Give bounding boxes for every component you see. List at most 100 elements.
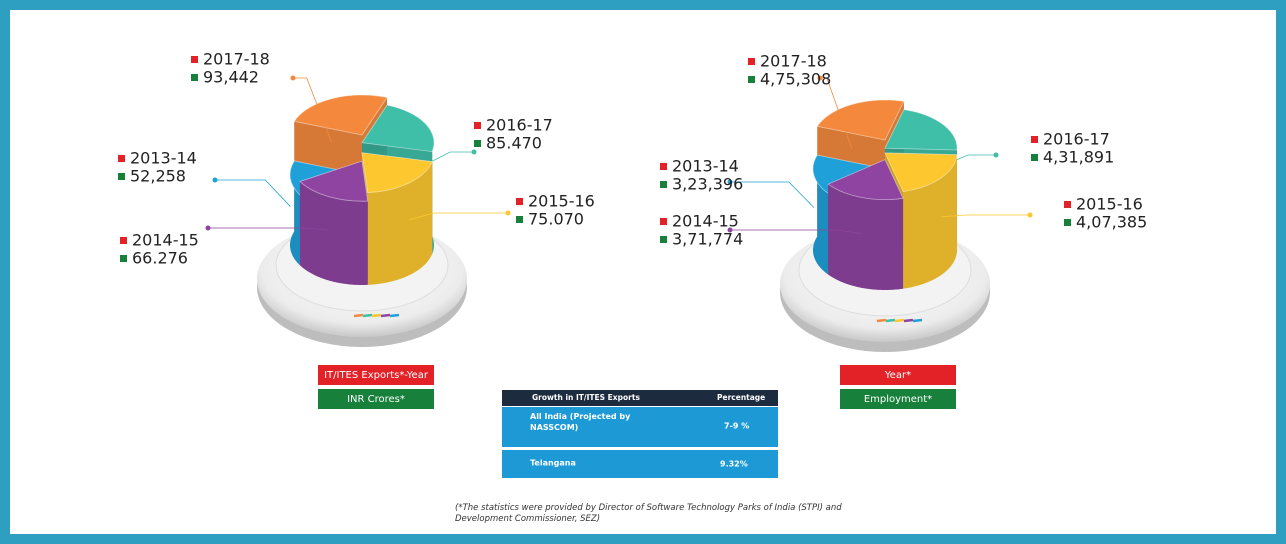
value-label: 4,31,891 <box>1043 148 1114 167</box>
swatch-line <box>353 313 364 318</box>
table-header-cell: Growth in IT/ITES Exports <box>532 393 640 402</box>
year-label: 2015-16 <box>528 192 595 211</box>
value-label: 66.276 <box>132 249 188 268</box>
unit-label: Employment* <box>864 394 932 405</box>
swatch-line <box>876 318 887 323</box>
leader-line <box>208 227 329 231</box>
year-marker <box>474 122 481 129</box>
value-marker <box>1064 219 1071 226</box>
value-marker <box>660 181 667 188</box>
leader-line <box>293 77 333 143</box>
slice-side <box>299 181 368 285</box>
year-label: 2013-14 <box>130 149 197 168</box>
value-label: 52,258 <box>130 167 186 186</box>
value-label: 3,71,774 <box>672 230 743 249</box>
leader-dot <box>1027 212 1033 218</box>
slice-top <box>827 159 904 200</box>
table-cell: Telangana <box>530 459 576 468</box>
table-row <box>502 450 778 478</box>
slice-top <box>361 152 433 193</box>
swatch-line <box>894 318 905 323</box>
legend-label: Year* <box>884 370 911 381</box>
year-label: 2014-15 <box>672 212 739 231</box>
swatch-line <box>885 318 896 323</box>
pie-slice <box>361 152 433 285</box>
unit-box <box>318 389 434 409</box>
leader-dot <box>505 210 511 216</box>
value-marker <box>118 173 125 180</box>
slice-side <box>828 184 904 290</box>
table-cell: All India (Projected by NASSCOM) <box>530 412 631 432</box>
legend-box <box>840 365 956 385</box>
pie-slice <box>299 160 369 285</box>
year-marker <box>1064 201 1071 208</box>
value-label: 75.070 <box>528 210 584 229</box>
slice-side <box>290 160 300 266</box>
value-label: 4,75,308 <box>760 70 831 89</box>
table-row <box>502 407 778 447</box>
value-marker <box>516 216 523 223</box>
legend-label: IT/ITES Exports*-Year <box>324 370 429 381</box>
value-label: 4,07,385 <box>1076 213 1147 232</box>
leader-line <box>408 212 508 221</box>
year-marker <box>516 198 523 205</box>
swatch-line <box>380 313 391 318</box>
slice-side <box>367 161 433 285</box>
table-header <box>502 390 778 406</box>
value-marker <box>191 74 198 81</box>
cell-wrap: All India (Projected by NASSCOM) <box>530 412 631 432</box>
year-marker <box>748 58 755 65</box>
year-label: 2013-14 <box>672 157 739 176</box>
value-marker <box>748 76 755 83</box>
leader-line <box>940 214 1030 218</box>
year-marker <box>120 237 127 244</box>
leader-line <box>730 181 815 208</box>
footnote-wrap: (*The statistics were provided by Direct… <box>455 503 842 524</box>
table-cell: 9.32% <box>720 460 748 469</box>
leader-dot <box>727 179 733 185</box>
slice-top <box>884 109 958 151</box>
value-marker <box>1031 154 1038 161</box>
year-marker <box>660 163 667 170</box>
pie-slice <box>827 159 904 290</box>
slice-top <box>299 160 369 202</box>
leader-dot <box>205 225 211 231</box>
unit-box <box>840 389 956 409</box>
year-label: 2017-18 <box>203 50 270 69</box>
year-marker <box>1031 136 1038 143</box>
year-label: 2016-17 <box>486 116 553 135</box>
leader-dot <box>471 149 477 155</box>
table-cell: 7-9 % <box>724 422 749 431</box>
leader-dot <box>817 75 823 81</box>
swatch-line <box>362 313 373 318</box>
year-label: 2017-18 <box>760 52 827 71</box>
value-label: 3,23,396 <box>672 175 743 194</box>
swatch-line <box>912 318 923 323</box>
swatch-line <box>903 318 914 323</box>
leader-dot <box>290 75 296 81</box>
slice-side <box>903 154 957 289</box>
year-label: 2015-16 <box>1076 195 1143 214</box>
unit-label: INR Crores* <box>347 394 405 405</box>
legend-box <box>318 365 434 385</box>
year-marker <box>191 56 198 63</box>
swatch-line <box>389 313 400 318</box>
slice-side <box>813 155 829 275</box>
value-marker <box>120 255 127 262</box>
swatch-line <box>371 313 382 318</box>
slice-top <box>361 104 435 153</box>
value-marker <box>474 140 481 147</box>
year-marker <box>118 155 125 162</box>
slice-top <box>816 99 905 141</box>
year-label: 2014-15 <box>132 231 199 250</box>
leader-dot <box>993 152 999 158</box>
year-label: 2016-17 <box>1043 130 1110 149</box>
year-marker <box>660 218 667 225</box>
footnote: (*The statistics were provided by Direct… <box>455 503 842 524</box>
leader-line <box>730 229 862 235</box>
table-header-cell: Percentage <box>717 393 765 402</box>
value-label: 85.470 <box>486 134 542 153</box>
value-label: 93,442 <box>203 68 259 87</box>
